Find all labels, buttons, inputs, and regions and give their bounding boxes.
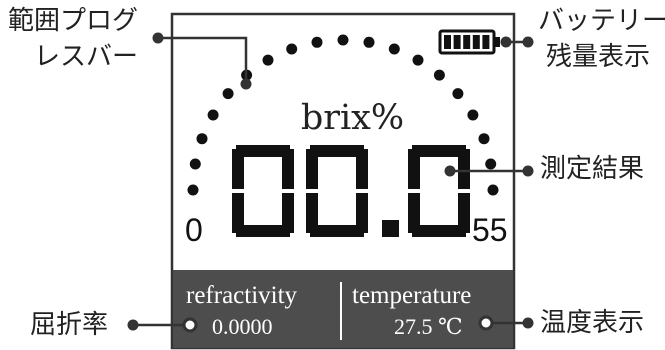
temperature-label: temperature — [352, 282, 472, 309]
temperature-value: 27.5 ℃ — [394, 314, 463, 339]
unit-label: brix% — [300, 98, 405, 138]
progress-dot — [433, 69, 445, 81]
progress-dot — [311, 36, 323, 48]
callout-range-line2: レスバー — [34, 42, 139, 72]
segment-f — [306, 149, 318, 189]
callout-dot-icon — [444, 165, 456, 177]
segment-d — [310, 225, 364, 237]
callout-ring-icon — [478, 315, 494, 331]
info-panel — [173, 270, 513, 348]
segment-b — [458, 149, 470, 189]
range-progress-bar — [187, 34, 499, 196]
callout-dot-icon — [522, 165, 534, 177]
callout-dot-icon — [240, 78, 252, 90]
callout-dot-icon — [500, 36, 512, 48]
segment-a — [412, 145, 466, 157]
battery-icon — [438, 29, 500, 55]
callout-dots — [127, 32, 534, 331]
battery-bar — [444, 35, 451, 49]
segment-f — [232, 149, 244, 189]
segment-f — [408, 149, 420, 189]
callout-rings — [182, 315, 494, 333]
callout-temperature: 温度表示 — [540, 308, 645, 338]
callout-dot-icon — [522, 317, 534, 329]
progress-dot — [388, 43, 400, 55]
segment-a — [236, 145, 290, 157]
segment-c — [458, 193, 470, 233]
measurement-display — [232, 145, 470, 237]
refractivity-value: 0.0000 — [212, 314, 273, 339]
segment-b — [356, 149, 368, 189]
battery-bar — [472, 35, 480, 49]
progress-dot — [467, 109, 479, 121]
segment-b — [282, 149, 294, 189]
callout-ring-icon — [182, 317, 198, 333]
battery-bar — [463, 35, 471, 49]
progress-dot — [207, 109, 219, 121]
callout-dot-icon — [127, 319, 139, 331]
segment-e — [306, 193, 318, 233]
scale-min-label: 0 — [185, 212, 203, 248]
progress-dot — [412, 54, 424, 66]
battery-bar — [482, 35, 490, 49]
segment-a — [310, 145, 364, 157]
callout-battery-line1: バッテリー — [538, 6, 665, 36]
callout-battery-line2: 残量表示 — [546, 42, 651, 72]
callout-line-range — [158, 36, 248, 82]
segment-c — [282, 193, 294, 233]
callout-range-line1: 範囲プログ — [8, 6, 139, 36]
progress-dot — [189, 158, 201, 170]
progress-dot — [485, 158, 497, 170]
refractivity-label: refractivity — [186, 282, 298, 309]
progress-dot — [452, 88, 464, 100]
segment-c — [356, 193, 368, 233]
scale-max-label: 55 — [472, 212, 508, 248]
callout-refraction: 屈折率 — [30, 310, 109, 340]
battery-bar — [453, 35, 461, 49]
progress-dot — [286, 43, 298, 55]
progress-dot — [478, 133, 490, 145]
segment-e — [232, 193, 244, 233]
progress-dot — [363, 36, 375, 48]
callout-dot-icon — [522, 36, 534, 48]
progress-dot — [337, 34, 349, 46]
segment-d — [236, 225, 290, 237]
progress-dot — [196, 133, 208, 145]
progress-dot — [262, 54, 274, 66]
progress-dot — [487, 184, 499, 196]
progress-dot — [187, 184, 199, 196]
decimal-point — [382, 220, 399, 237]
segment-e — [408, 193, 420, 233]
callout-dot-icon — [152, 32, 164, 44]
progress-dot — [222, 88, 234, 100]
callout-measurement: 測定結果 — [540, 154, 645, 184]
segment-d — [412, 225, 466, 237]
